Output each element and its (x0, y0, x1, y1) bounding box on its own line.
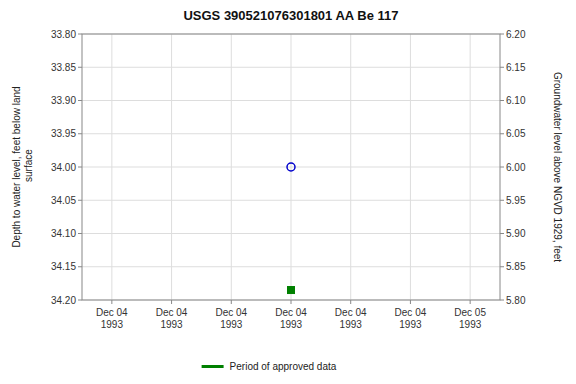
y-tick-label: 33.90 (51, 95, 76, 106)
y2-tick-label: 6.05 (506, 128, 526, 139)
y2-tick-label: 5.90 (506, 228, 526, 239)
legend: Period of approved data (202, 361, 337, 372)
chart: 33.80 33.85 33.90 33.95 34.00 34.05 34.10 34.15… (0, 0, 576, 384)
x-tick-label: Dec 051993 (454, 307, 486, 330)
y2-tick (500, 167, 504, 168)
y2-tick (500, 133, 504, 134)
y2-tick-label: 6.20 (506, 29, 526, 40)
y-tick (78, 133, 82, 134)
y2-tick-label: 6.10 (506, 95, 526, 106)
x-tick (410, 300, 411, 304)
background (0, 0, 576, 384)
y-tick-label: 33.80 (51, 29, 76, 40)
y-tick (78, 300, 82, 301)
y-tick (78, 233, 82, 234)
x-tick-label: Dec 041993 (395, 307, 427, 330)
grid-line-x (291, 34, 292, 300)
x-tick (291, 300, 292, 304)
point (288, 287, 295, 294)
y-tick (78, 167, 82, 168)
x-tick-label: Dec 041993 (215, 307, 247, 330)
grid-line-x (231, 34, 232, 300)
y-axis: 33.80 33.85 33.90 33.95 34.00 34.05 34.10 34.15… (51, 29, 82, 306)
x-tick (470, 300, 471, 304)
legend-label: Period of approved data (230, 361, 337, 372)
y-tick-label: 34.10 (51, 228, 76, 239)
plot-frame (82, 34, 500, 300)
y2-tick-label: 6.15 (506, 62, 526, 73)
y-tick (78, 200, 82, 201)
y-tick-label: 33.85 (51, 62, 76, 73)
y2-tick-label: 5.95 (506, 195, 526, 206)
x-tick (350, 300, 351, 304)
point (287, 163, 295, 171)
y-tick-label: 34.20 (51, 295, 76, 306)
grid-line-x (111, 34, 112, 300)
y-tick (78, 34, 82, 35)
y2-tick-label: 5.85 (506, 261, 526, 272)
y2-tick (500, 34, 504, 35)
y2-tick (500, 300, 504, 301)
grid (82, 34, 500, 300)
y2-axis-label: Groundwater level above NGVD 1929, feet (552, 72, 563, 262)
legend-swatch (202, 365, 224, 368)
x-tick-label: Dec 041993 (156, 307, 188, 330)
x-tick-label: Dec 041993 (275, 307, 307, 330)
y2-tick (500, 233, 504, 234)
y2-axis: 5.80 5.85 5.90 5.95 6.00 6.05 6.10 6.15 6.20 (500, 29, 526, 306)
x-tick-label: Dec 041993 (96, 307, 128, 330)
grid-line-x (410, 34, 411, 300)
y-tick-label: 34.15 (51, 261, 76, 272)
x-axis: Dec 041993 Dec 041993 Dec 041993 Dec 041993… (96, 300, 486, 330)
y-tick-label: 34.00 (51, 162, 76, 173)
title: USGS 390521076301801 AA Be 117 (183, 8, 398, 23)
x-tick (111, 300, 112, 304)
y-tick-label: 33.95 (51, 128, 76, 139)
grid-line-x (470, 34, 471, 300)
y2-tick-label: 5.80 (506, 295, 526, 306)
y-tick (78, 266, 82, 267)
y2-tick (500, 67, 504, 68)
y2-tick (500, 266, 504, 267)
marks (287, 163, 295, 294)
x-tick (171, 300, 172, 304)
y-tick (78, 100, 82, 101)
y-axis-label: Depth to water level, feet below land su… (11, 86, 34, 247)
grid-line-x (171, 34, 172, 300)
grid-line-x (350, 34, 351, 300)
x-tick-label: Dec 041993 (335, 307, 367, 330)
x-tick (231, 300, 232, 304)
y2-tick-label: 6.00 (506, 162, 526, 173)
y-tick (78, 67, 82, 68)
y2-tick (500, 200, 504, 201)
y-tick-label: 34.05 (51, 195, 76, 206)
y2-tick (500, 100, 504, 101)
